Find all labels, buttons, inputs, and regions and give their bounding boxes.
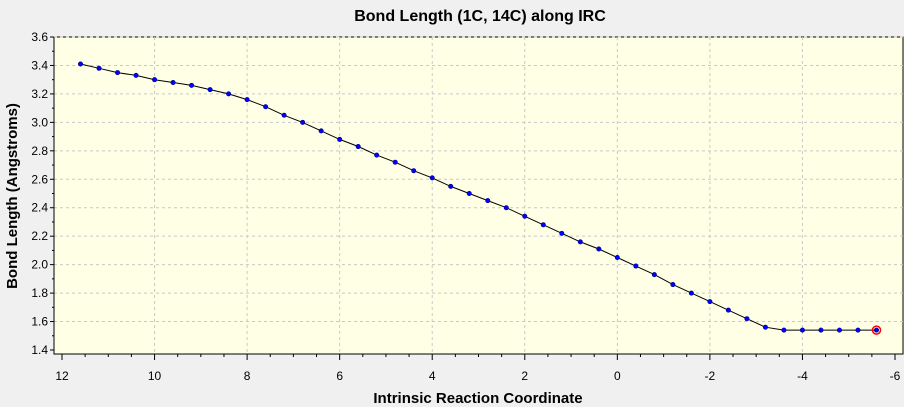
data-point[interactable] [836, 327, 842, 333]
y-tick-label: 2.2 [31, 229, 48, 243]
axes [50, 36, 903, 360]
data-point[interactable] [614, 255, 620, 261]
data-point[interactable] [466, 191, 472, 197]
y-tick-label: 2.8 [31, 144, 48, 158]
x-tick-label: -4 [797, 369, 808, 383]
data-point[interactable] [744, 316, 750, 322]
data-point[interactable] [873, 327, 879, 333]
x-tick-label: 2 [521, 369, 528, 383]
data-point[interactable] [633, 263, 639, 269]
y-tick-label: 1.4 [31, 343, 48, 357]
data-point[interactable] [485, 198, 491, 204]
data-point[interactable] [799, 327, 805, 333]
data-point[interactable] [263, 104, 269, 110]
y-tick-label: 2.6 [31, 172, 48, 186]
x-tick-label: 0 [614, 369, 621, 383]
data-point[interactable] [207, 87, 213, 93]
chart-title: Bond Length (1C, 14C) along IRC [354, 8, 606, 25]
data-point[interactable] [244, 97, 250, 103]
data-point[interactable] [688, 290, 694, 296]
data-point[interactable] [707, 299, 713, 305]
y-tick-label: 2.4 [31, 201, 48, 215]
x-tick-label: -6 [890, 369, 901, 383]
x-axis-label: Intrinsic Reaction Coordinate [373, 390, 582, 407]
y-axis-label: Bond Length (Angstroms) [4, 103, 21, 289]
data-point[interactable] [300, 119, 306, 125]
series-line [80, 63, 877, 331]
y-tick-label: 3.0 [31, 115, 48, 129]
y-tick-label: 3.4 [31, 58, 48, 72]
plot-area [53, 36, 904, 355]
data-point[interactable] [670, 282, 676, 288]
data-point[interactable] [762, 324, 768, 330]
data-point[interactable] [503, 205, 509, 211]
x-tick-label: 12 [55, 369, 69, 383]
x-tick-label: 8 [244, 369, 251, 383]
data-point[interactable] [152, 77, 158, 83]
data-point[interactable] [281, 112, 287, 118]
data-point[interactable] [818, 327, 824, 333]
data-point[interactable] [448, 183, 454, 189]
data-point[interactable] [540, 222, 546, 228]
data-point[interactable] [226, 91, 232, 97]
x-tick-label: -2 [705, 369, 716, 383]
data-point[interactable] [577, 239, 583, 245]
data-point[interactable] [318, 128, 324, 134]
data-point[interactable] [115, 70, 121, 76]
series [78, 61, 882, 335]
x-tick-label: 10 [148, 369, 162, 383]
data-point[interactable] [189, 82, 195, 88]
y-tick-label: 1.8 [31, 286, 48, 300]
data-point[interactable] [411, 168, 417, 174]
data-point[interactable] [651, 272, 657, 278]
data-point[interactable] [522, 213, 528, 219]
x-tick-label: 6 [336, 369, 343, 383]
data-point[interactable] [337, 136, 343, 142]
data-point[interactable] [96, 65, 102, 71]
data-point[interactable] [78, 61, 84, 67]
data-point[interactable] [596, 246, 602, 252]
y-tick-label: 1.6 [31, 315, 48, 329]
data-point[interactable] [559, 230, 565, 236]
data-point[interactable] [355, 144, 361, 150]
data-point[interactable] [133, 72, 139, 78]
data-point[interactable] [781, 327, 787, 333]
x-tick-label: 4 [429, 369, 436, 383]
current-point-marker[interactable] [871, 325, 882, 335]
y-tick-label: 3.6 [31, 30, 48, 44]
data-point[interactable] [855, 327, 861, 333]
data-point[interactable] [392, 159, 398, 165]
y-tick-label: 2.0 [31, 258, 48, 272]
tick-labels: 1.4 1.6 1.8 2.0 2.2 2.4 2.6 2.8 3.0 3.2 3.4 3.6 12 10… [31, 30, 900, 383]
y-tick-label: 3.2 [31, 87, 48, 101]
data-point[interactable] [725, 307, 731, 313]
data-point[interactable] [429, 175, 435, 181]
data-point[interactable] [374, 152, 380, 158]
data-point[interactable] [170, 80, 176, 86]
